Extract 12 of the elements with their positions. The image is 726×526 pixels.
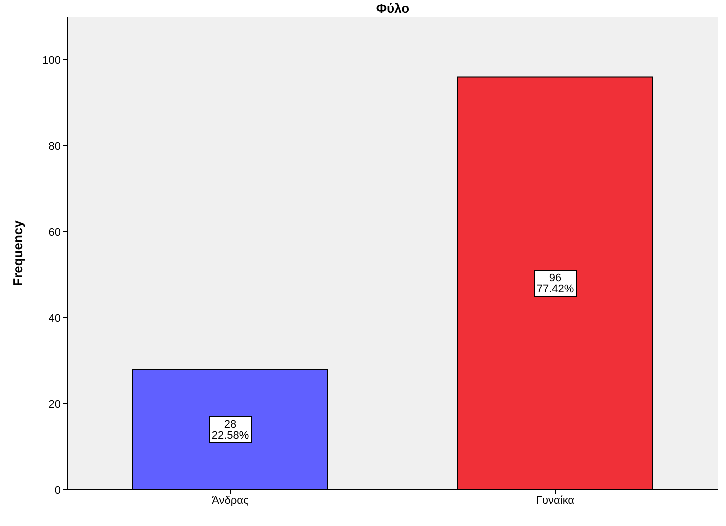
chart-title: Φύλο <box>375 1 411 16</box>
x-tick-label: Άνδρας <box>212 494 249 507</box>
y-tick-label: 60 <box>48 226 61 239</box>
y-axis-title: Frequency <box>10 220 26 286</box>
y-tick-label: 40 <box>48 312 61 325</box>
y-tick-label: 80 <box>48 140 61 153</box>
y-tick-label: 20 <box>48 398 61 411</box>
x-tick-label: Γυναίκα <box>536 494 576 507</box>
data-label: 96 77.42% <box>536 272 574 296</box>
y-tick-label: 0 <box>54 484 61 497</box>
y-tick-label: 100 <box>42 54 61 67</box>
data-label: 28 22.58% <box>212 418 250 442</box>
